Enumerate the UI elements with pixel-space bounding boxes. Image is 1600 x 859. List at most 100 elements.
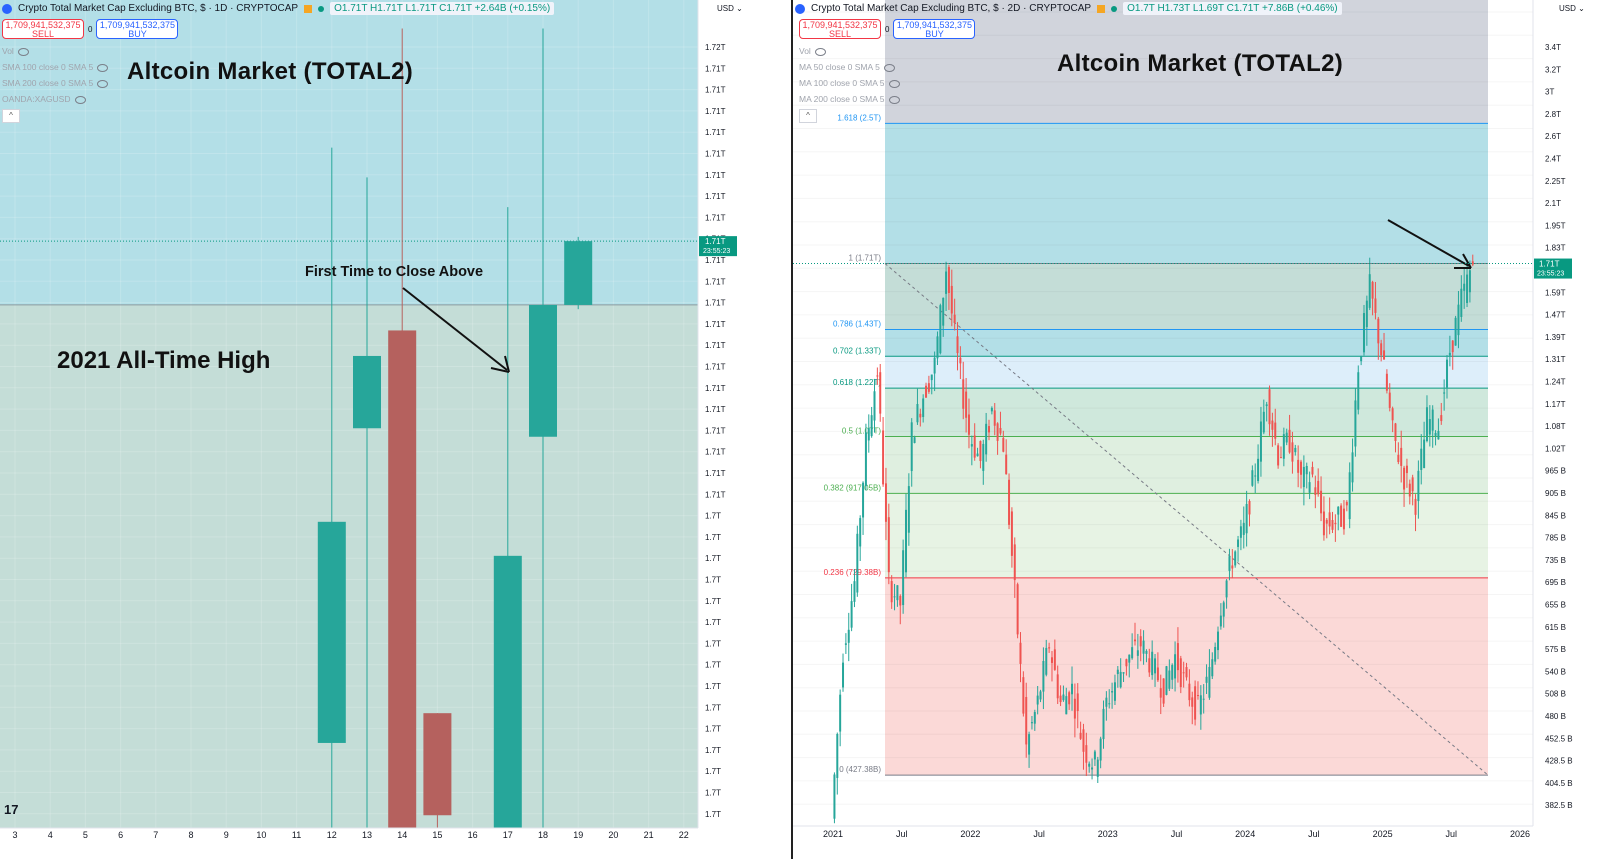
arrow-head bbox=[490, 355, 510, 373]
x-tick-label: Jul bbox=[1446, 829, 1458, 839]
eye-icon[interactable] bbox=[888, 95, 900, 104]
flag-icon[interactable] bbox=[304, 4, 313, 13]
right-buy-button[interactable]: 1,709,941,532,375 BUY bbox=[893, 19, 976, 39]
candle-body bbox=[887, 517, 890, 573]
flag-icon[interactable] bbox=[1097, 4, 1106, 13]
indicator-label: OANDA:XAGUSD bbox=[2, 94, 71, 104]
left-indicator-vol[interactable]: Vol bbox=[2, 46, 29, 56]
x-tick-label: 10 bbox=[256, 830, 266, 840]
right-indicator-vol[interactable]: Vol bbox=[799, 46, 826, 56]
spread-value: 0 bbox=[88, 24, 93, 34]
y-tick-label: 404.5 B bbox=[1545, 779, 1573, 788]
left-indicator-xagusd[interactable]: OANDA:XAGUSD bbox=[2, 94, 86, 104]
tradingview-logo[interactable]: 17 bbox=[4, 802, 19, 817]
candle-body bbox=[925, 385, 928, 398]
y-tick-label: 480 B bbox=[1545, 712, 1566, 721]
right-chart-canvas[interactable]: 1.618 (2.5T) 1 (1.71T) 0.786 (1.43T) 0.702 … bbox=[793, 0, 1600, 859]
eye-icon[interactable] bbox=[814, 47, 826, 56]
candle-body bbox=[1446, 359, 1449, 388]
left-ohlc-readout: O1.71T H1.71T L1.71T C1.71T +2.64B (+0.1… bbox=[330, 2, 555, 15]
x-tick-label: 2023 bbox=[1098, 829, 1118, 839]
candle-body bbox=[1156, 667, 1159, 681]
eye-icon[interactable] bbox=[97, 63, 109, 72]
y-tick-label: 1.7T bbox=[705, 597, 721, 606]
right-symbol-title[interactable]: Crypto Total Market Cap Excluding BTC, $… bbox=[811, 3, 1092, 14]
left-buy-button[interactable]: 1,709,941,532,375 BUY bbox=[96, 19, 179, 39]
candle-body bbox=[1460, 288, 1463, 317]
candle-body bbox=[859, 518, 862, 547]
price-axis bbox=[1533, 0, 1600, 859]
collapse-indicators-button[interactable]: ^ bbox=[2, 109, 20, 123]
candle-body bbox=[1005, 454, 1008, 475]
candle-body bbox=[1400, 447, 1403, 466]
x-tick-label: 18 bbox=[538, 830, 548, 840]
y-tick-label: 2.25T bbox=[1545, 177, 1566, 186]
x-tick-label: 11 bbox=[292, 830, 301, 840]
y-tick-label: 1.71T bbox=[705, 426, 726, 435]
candle-body bbox=[962, 379, 965, 409]
candle-body bbox=[942, 297, 945, 326]
candle-body bbox=[1234, 551, 1237, 566]
y-tick-label: 1.24T bbox=[1545, 378, 1566, 387]
left-chart-canvas[interactable]: 1.72T 1.71T 1.71T 1.71T 1.71T 1.71T 1.71T 1.71T… bbox=[0, 0, 760, 859]
y-tick-label: 1.71T bbox=[705, 448, 726, 457]
last-price-label: 1.71T bbox=[705, 237, 726, 246]
candle-body bbox=[1294, 447, 1297, 453]
currency-selector[interactable]: USD ⌄ bbox=[1559, 4, 1585, 13]
right-indicator-ma50[interactable]: MA 50 close 0 SMA 5 bbox=[799, 62, 895, 72]
y-tick-label: 1.71T bbox=[705, 490, 726, 499]
candle-body bbox=[1279, 457, 1282, 459]
left-indicator-sma200[interactable]: SMA 200 close 0 SMA 5 bbox=[2, 78, 109, 88]
candle-body bbox=[1219, 615, 1222, 627]
y-tick-label: 382.5 B bbox=[1545, 801, 1573, 810]
candle-body bbox=[1093, 751, 1096, 760]
x-tick-label: 2022 bbox=[960, 829, 980, 839]
candle-body bbox=[844, 643, 847, 645]
right-indicator-ma200[interactable]: MA 200 close 0 SMA 5 bbox=[799, 94, 900, 104]
candle-body bbox=[1443, 392, 1446, 394]
candle-body bbox=[1128, 654, 1131, 663]
right-indicator-ma100[interactable]: MA 100 close 0 SMA 5 bbox=[799, 78, 900, 88]
x-tick-label: 8 bbox=[188, 830, 193, 840]
candle-body bbox=[1311, 466, 1314, 475]
left-symbol-title[interactable]: Crypto Total Market Cap Excluding BTC, $… bbox=[18, 3, 299, 14]
indicator-label: MA 100 close 0 SMA 5 bbox=[799, 78, 885, 88]
candle-body bbox=[1065, 696, 1068, 715]
buy-price: 1,709,941,532,375 bbox=[99, 20, 175, 30]
collapse-indicators-button[interactable]: ^ bbox=[799, 109, 817, 123]
eye-icon[interactable] bbox=[17, 47, 29, 56]
candle-body bbox=[1328, 512, 1331, 527]
eye-icon[interactable] bbox=[888, 79, 900, 88]
candle-body bbox=[1448, 352, 1451, 356]
currency-label: USD bbox=[1559, 4, 1576, 13]
candle-body bbox=[1116, 669, 1119, 675]
right-sell-button[interactable]: 1,709,941,532,375 SELL bbox=[799, 19, 881, 39]
eye-icon[interactable] bbox=[883, 63, 895, 72]
candle-body bbox=[988, 426, 991, 433]
y-tick-label: 905 B bbox=[1545, 489, 1566, 498]
y-tick-label: 1.02T bbox=[1545, 444, 1566, 453]
sell-price: 1,709,941,532,375 bbox=[802, 20, 878, 30]
y-tick-label: 1.7T bbox=[705, 767, 721, 776]
left-indicator-sma100[interactable]: SMA 100 close 0 SMA 5 bbox=[2, 62, 109, 72]
candle-body bbox=[910, 422, 913, 472]
candle-body bbox=[1050, 657, 1053, 663]
candle-body bbox=[1408, 483, 1411, 497]
candle-body bbox=[1351, 452, 1354, 483]
candle-body bbox=[999, 427, 1002, 434]
candle-body bbox=[1345, 501, 1348, 506]
last-price-badge bbox=[699, 236, 737, 257]
left-sell-button[interactable]: 1,709,941,532,375 SELL bbox=[2, 19, 84, 39]
eye-icon[interactable] bbox=[97, 79, 109, 88]
eye-icon[interactable] bbox=[74, 95, 86, 104]
right-trade-buttons: 1,709,941,532,375 SELL 0 1,709,941,532,3… bbox=[799, 19, 976, 39]
candle-body bbox=[1025, 697, 1028, 745]
candle-body bbox=[1302, 466, 1305, 488]
currency-selector[interactable]: USD ⌄ bbox=[717, 4, 743, 13]
y-tick-label: 1.7T bbox=[705, 725, 721, 734]
y-tick-label: 1.7T bbox=[705, 576, 721, 585]
candle-body bbox=[1254, 475, 1257, 477]
y-tick-label: 508 B bbox=[1545, 690, 1566, 699]
candle-body bbox=[1325, 519, 1328, 524]
x-tick-label: 2026 bbox=[1510, 829, 1530, 839]
